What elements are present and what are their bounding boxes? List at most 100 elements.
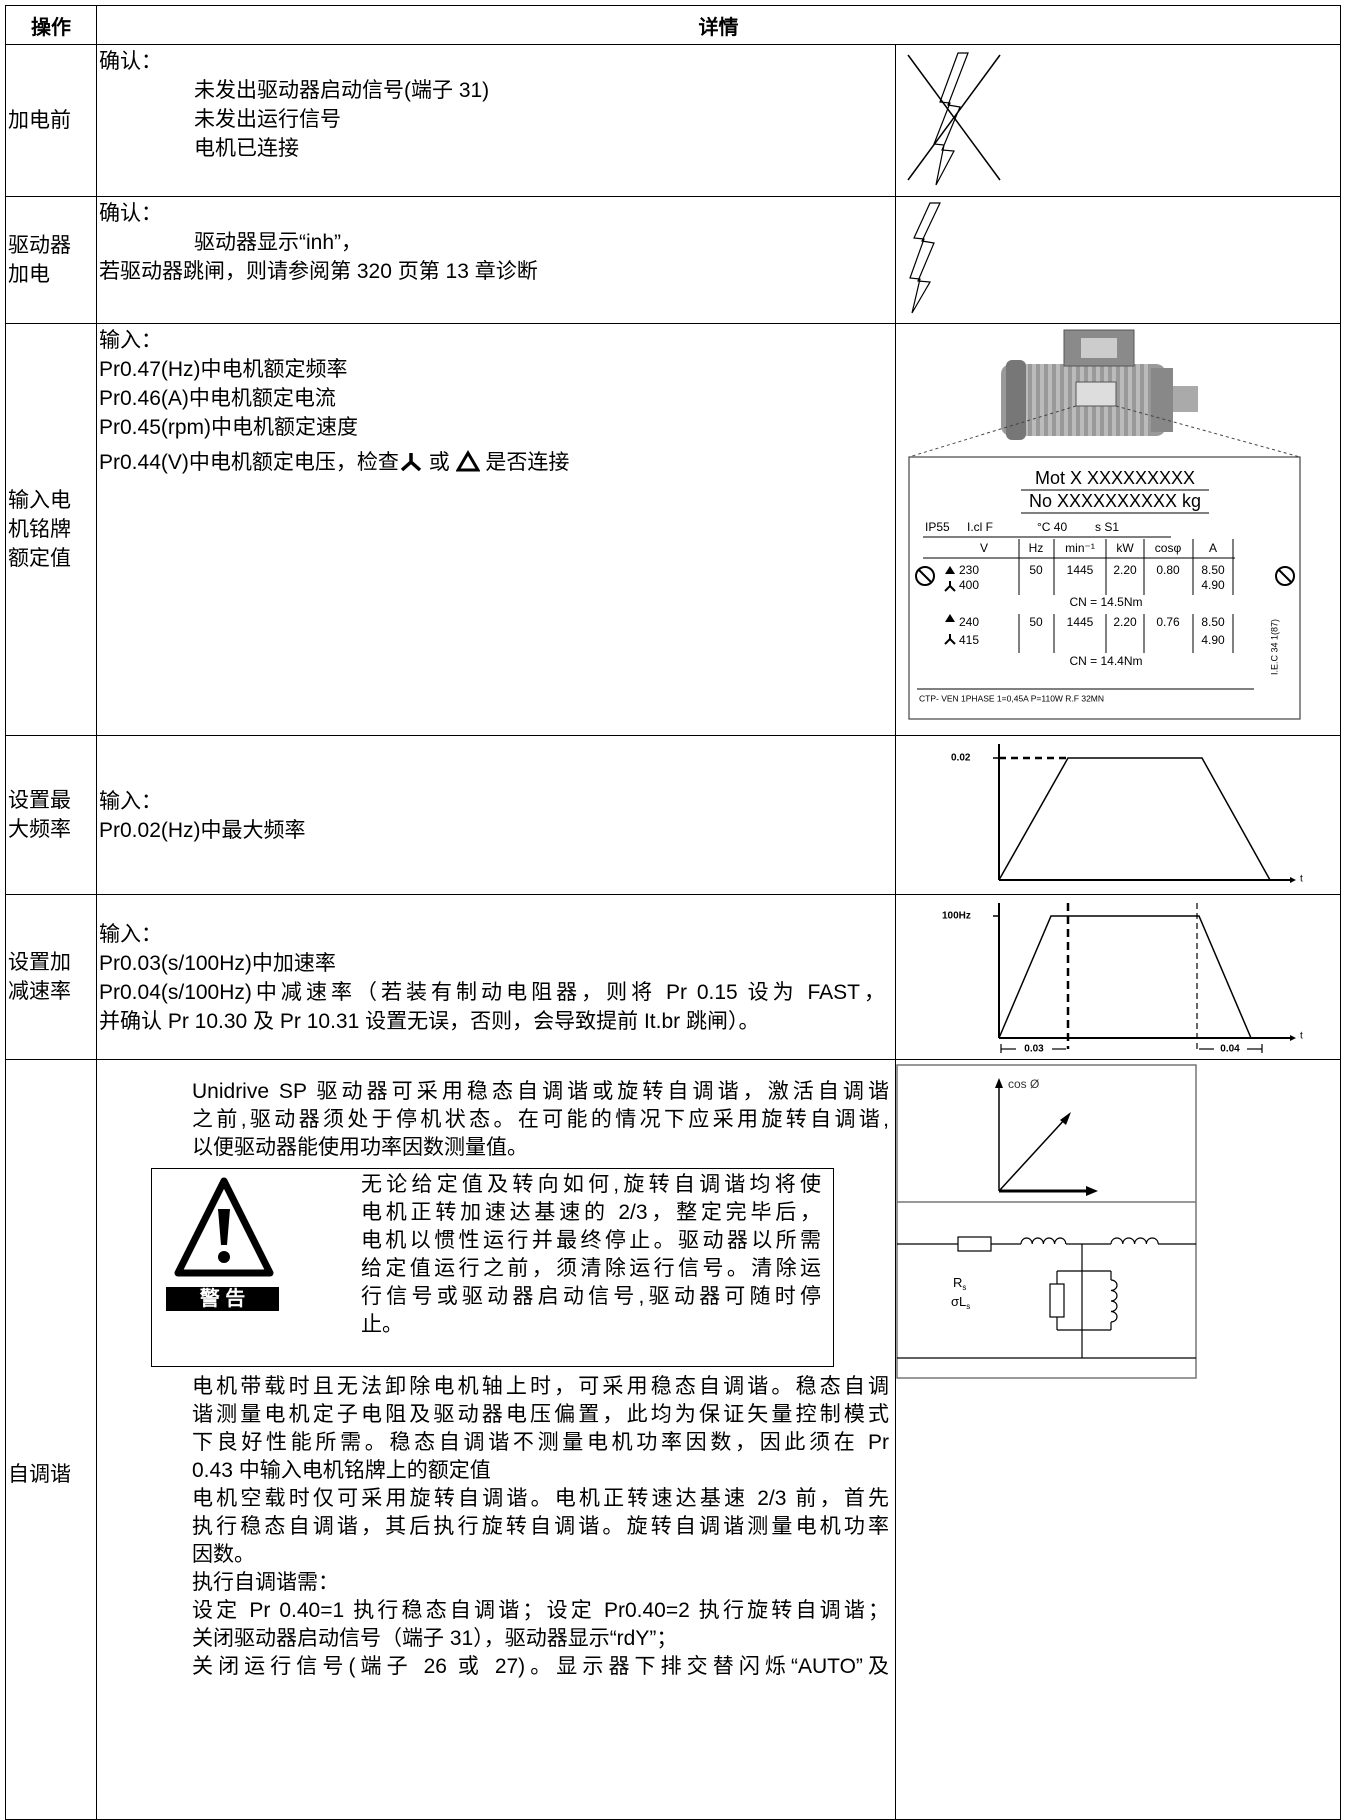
table-row: 自调谐 Unidrive SP 驱动器可采用稳态自调谐或旋转自调谐，激活自调谐 … xyxy=(5,1059,1341,1820)
nameplate-text: 8.50 xyxy=(1201,615,1225,629)
text-line: Pr0.04(s/100Hz)中减速率（若装有制动电阻器，则将 Pr 0.15 … xyxy=(99,981,885,1004)
figure-cell: 0.03 0.04 100Hz t xyxy=(895,894,1341,1060)
figure-label: t xyxy=(1300,1031,1303,1042)
details-cell: 确认： 未发出驱动器启动信号(端子 31) 未发出运行信号 电机已连接 xyxy=(96,44,896,197)
nameplate: Mot X XXXXXXXXX No XXXXXXXXXX kg IP55 I.… xyxy=(908,456,1301,720)
nameplate-text: min⁻¹ xyxy=(1065,541,1095,555)
nameplate-text: 0.80 xyxy=(1156,563,1180,577)
text-line: 关闭驱动器启动信号（端子 31），驱动器显示“rdY”； xyxy=(192,1627,678,1650)
nameplate-text: Mot X XXXXXXXXX xyxy=(1035,468,1195,488)
figure-label: 0.04 xyxy=(1220,1044,1240,1053)
figure-label: t xyxy=(1300,874,1303,885)
figure-label: σLs xyxy=(951,1294,970,1311)
text-line: 输入： xyxy=(99,790,162,813)
ramp-figure: 0.03 0.04 100Hz t xyxy=(942,903,1303,1055)
details-cell: 输入： Pr0.47(Hz)中电机额定频率 Pr0.46(A)中电机额定电流 P… xyxy=(96,323,896,736)
nameplate-text: 4.90 xyxy=(1201,578,1225,592)
figure-label: s xyxy=(966,1302,970,1311)
nameplate-text: 50 xyxy=(1029,615,1043,629)
nameplate-text: I.E.C 34 1(87) xyxy=(1269,619,1279,675)
text-line: 并确认 Pr 10.30 及 Pr 10.31 设置无误，否则，会导致提前 It… xyxy=(99,1010,760,1033)
autotune-figure: cos Ø Rs σLs xyxy=(896,1064,1197,1379)
text-line: 确认： xyxy=(99,50,162,73)
nameplate-text: s S1 xyxy=(1095,520,1119,534)
procedure-table: 操作 详情 加电前 确认： 未发出驱动器启动信号(端子 31) 未发出运行信号 … xyxy=(5,5,1341,1820)
figure-label: R xyxy=(953,1275,962,1290)
text: 或 xyxy=(428,451,450,474)
text-line: 执行自调谐需： xyxy=(192,1571,339,1594)
nameplate-text: 230 xyxy=(959,563,979,577)
figure-cell xyxy=(895,196,1341,324)
nameplate-text: 1445 xyxy=(1067,563,1094,577)
text-line: 电机正转加速达基速的 2/3，整定完毕后， xyxy=(361,1201,821,1224)
nameplate-text: 0.76 xyxy=(1156,615,1180,629)
nameplate-text: 2.20 xyxy=(1113,615,1137,629)
action-cell: 驱动器加电 xyxy=(5,196,97,324)
star-icon xyxy=(400,453,422,472)
text-line: 电机空载时仅可采用旋转自调谐。电机正转速达基速 2/3 前，首先 xyxy=(192,1487,889,1510)
action-cell: 设置最大频率 xyxy=(5,735,97,895)
text-line: 谐测量电机定子电阻及驱动器电压偏置，此均为保证矢量控制模式 xyxy=(192,1403,889,1426)
nameplate-text: kW xyxy=(1116,541,1134,555)
text-line: 给定值运行之前，须清除运行信号。清除运 xyxy=(361,1257,821,1280)
text-line: 关闭运行信号(端子 26 或 27)。显示器下排交替闪烁“AUTO”及 xyxy=(192,1655,889,1678)
header-cell: 操作 xyxy=(5,5,97,45)
text-line: 下良好性能所需。稳态自调谐不测量电机功率因数，因此须在 Pr xyxy=(192,1431,889,1454)
text-line: 因数。 xyxy=(192,1543,255,1566)
nameplate-text: V xyxy=(980,541,988,555)
text-line: 无论给定值及转向如何,旋转自调谐均将使 xyxy=(361,1173,821,1196)
header-cell: 详情 xyxy=(96,5,1341,45)
text-line: 行信号或驱动器启动信号,驱动器可随时停 xyxy=(361,1285,821,1308)
nameplate-text: 240 xyxy=(959,615,979,629)
page: Document {"header":{"action":"操作","detai… xyxy=(5,5,1341,1820)
figure-label: 100Hz xyxy=(942,911,971,922)
text-line: 之前,驱动器须处于停机状态。在可能的情况下应采用旋转自调谐, xyxy=(192,1108,889,1131)
text-line: 未发出运行信号 xyxy=(194,108,341,131)
figure-cell: cos Ø Rs σLs xyxy=(895,1059,1341,1820)
text-line: 电机以惯性运行并最终停止。驱动器以所需 xyxy=(361,1229,821,1252)
warning-box: 警 告 无论给定值及转向如何,旋转自调谐均将使 电机正转加速达基速的 2/3，整… xyxy=(151,1168,834,1367)
nameplate-text: No XXXXXXXXXX kg xyxy=(1029,491,1201,511)
text-line: 确认： xyxy=(99,202,162,225)
text-line: Pr0.45(rpm)中电机额定速度 xyxy=(99,416,359,439)
max-frequency-figure: 0.02 t xyxy=(951,744,1303,885)
nameplate-text: Hz xyxy=(1029,541,1044,555)
text-line: 输入： xyxy=(99,923,162,946)
figure-label: s xyxy=(962,1283,966,1292)
details-cell: 确认： 驱动器显示“inh”， 若驱动器跳闸，则请参阅第 320 页第 13 章… xyxy=(96,196,896,324)
paragraph: Unidrive SP 驱动器可采用稳态自调谐或旋转自调谐，激活自调谐 之前,驱… xyxy=(97,1060,895,1162)
nameplate-figure: Mot X XXXXXXXXX No XXXXXXXXXX kg IP55 I.… xyxy=(908,329,1301,720)
nameplate-text: IP55 xyxy=(925,520,950,534)
text-line: Pr0.47(Hz)中电机额定频率 xyxy=(99,358,348,381)
nameplate-text: 1445 xyxy=(1067,615,1094,629)
text-line: 未发出驱动器启动信号(端子 31) xyxy=(194,79,490,102)
table-row: 设置最大频率 输入： Pr0.02(Hz)中最大频率 0.02 t xyxy=(5,735,1341,895)
header-row: 操作 详情 xyxy=(5,5,1341,45)
nameplate-text: 400 xyxy=(959,578,979,592)
nameplate-text: 50 xyxy=(1029,563,1043,577)
text-line: 电机带载时且无法卸除电机轴上时，可采用稳态自调谐。稳态自调 xyxy=(192,1375,889,1398)
nameplate-text: I.cl F xyxy=(967,520,993,534)
figure-cell xyxy=(895,44,1341,197)
warning-label: 警 告 xyxy=(166,1287,279,1311)
text: Pr0.44(V)中电机额定电压，检查 xyxy=(99,451,399,474)
text-line: Pr0.03(s/100Hz)中加速率 xyxy=(99,952,336,975)
details-cell: 输入： Pr0.02(Hz)中最大频率 xyxy=(96,735,896,895)
details-cell: 输入： Pr0.03(s/100Hz)中加速率 Pr0.04(s/100Hz)中… xyxy=(96,894,896,1060)
figure-label: σL xyxy=(951,1294,966,1309)
text-line: 电机已连接 xyxy=(194,137,299,160)
figure-label: 0.03 xyxy=(1024,1044,1044,1053)
nameplate-text: °C 40 xyxy=(1037,520,1067,534)
text-line: 驱动器显示“inh”， xyxy=(194,231,363,254)
table-row: 加电前 确认： 未发出驱动器启动信号(端子 31) 未发出运行信号 电机已连接 xyxy=(5,44,1341,197)
figure-cell: 0.02 t xyxy=(895,735,1341,895)
delta-icon xyxy=(454,450,481,472)
table-row: 输入电机铭牌额定值 输入： Pr0.47(Hz)中电机额定频率 Pr0.46(A… xyxy=(5,323,1341,736)
action-cell: 自调谐 xyxy=(5,1059,97,1820)
text-line: 执行稳态自调谐，其后执行旋转自调谐。旋转自调谐测量电机功率 xyxy=(192,1515,889,1538)
text-line: 0.43 中输入电机铭牌上的额定值 xyxy=(192,1459,491,1482)
nameplate-text: CTP- VEN 1PHASE 1=0,45A P=110W R.F 32MN xyxy=(919,693,1104,703)
text-line: 若驱动器跳闸，则请参阅第 320 页第 13 章诊断 xyxy=(99,260,538,283)
action-cell: 输入电机铭牌额定值 xyxy=(5,323,97,736)
warning-text: 无论给定值及转向如何,旋转自调谐均将使 电机正转加速达基速的 2/3，整定完毕后… xyxy=(361,1171,821,1339)
